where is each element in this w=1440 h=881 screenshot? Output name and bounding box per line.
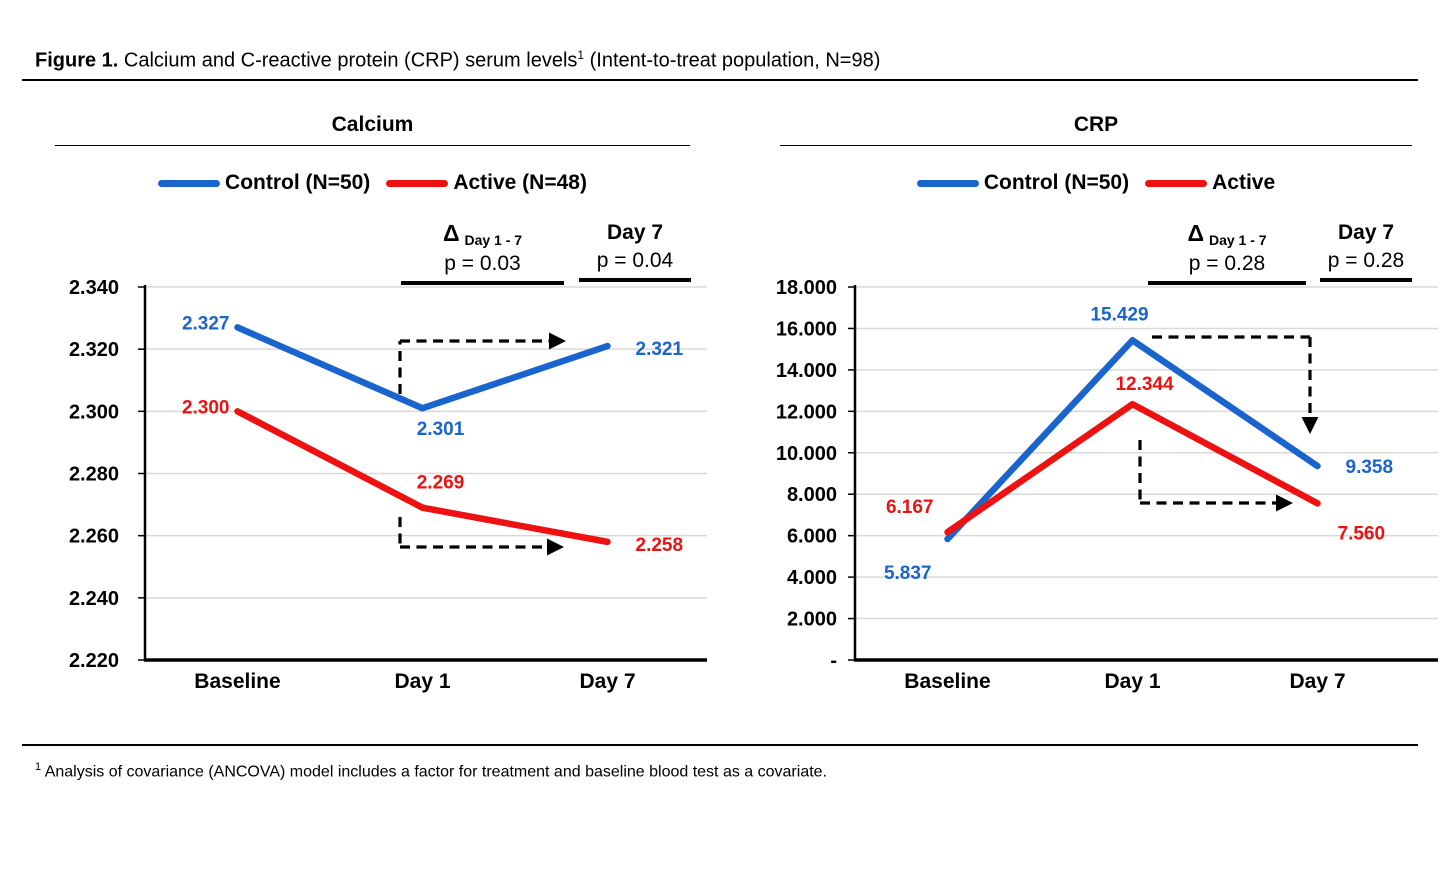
- crp-delta-pvalue: p = 0.28: [1188, 252, 1266, 275]
- data-label-control: 9.358: [1346, 457, 1394, 478]
- crp-day7-heading: Day 7: [1337, 221, 1395, 244]
- y-axis-tick-label: 8.000: [787, 484, 837, 506]
- y-axis-tick-label: 10.000: [776, 443, 837, 465]
- delta-subscript: Day 1 - 7: [1208, 232, 1267, 248]
- y-axis-tick-label: 2.300: [69, 401, 119, 423]
- calcium-day7-annotation: Day 7 p = 0.04: [579, 219, 691, 282]
- calcium-day7-heading: Day 7: [606, 221, 664, 244]
- x-axis-label: Day 7: [1289, 670, 1345, 693]
- legend-label-active: Active: [1212, 171, 1276, 194]
- calcium-delta-heading: Δ Day 1 - 7: [401, 219, 564, 250]
- legend-item-active: Active (N=48): [386, 171, 587, 195]
- crp-delta-annotation: Δ Day 1 - 7 p = 0.28: [1148, 219, 1306, 285]
- y-axis-tick-label: 18.000: [776, 277, 837, 299]
- crp-day7-pvalue: p = 0.28: [1327, 249, 1405, 272]
- y-axis-tick-label: 6.000: [787, 526, 837, 548]
- y-axis-tick-label: -: [830, 650, 837, 672]
- active-line-swatch: [386, 179, 449, 187]
- footnote-text: Analysis of covariance (ANCOVA) model in…: [41, 763, 827, 781]
- crp-panel-title: CRP: [780, 112, 1412, 146]
- series-line-active: [234, 408, 611, 546]
- data-label-active: 2.269: [417, 473, 465, 494]
- calcium-legend: Control (N=50) Active (N=48): [55, 170, 690, 196]
- legend-label-control: Control (N=50): [983, 171, 1130, 194]
- data-label-active: 6.167: [886, 497, 934, 518]
- legend-item-control: Control (N=50): [158, 171, 370, 195]
- footnote: 1 Analysis of covariance (ANCOVA) model …: [35, 756, 827, 783]
- trend-arrowhead: [549, 332, 566, 350]
- figure-title-number: Figure 1.: [35, 49, 119, 72]
- figure-title-tail: (Intent-to-treat population, N=98): [584, 49, 881, 72]
- y-axis-tick-label: 14.000: [776, 360, 837, 382]
- data-label-active: 2.258: [636, 535, 684, 556]
- control-line-swatch: [916, 179, 979, 187]
- top-divider-line: [22, 79, 1418, 81]
- legend-label-control: Control (N=50): [225, 171, 371, 194]
- legend-label-active: Active (N=48): [453, 171, 587, 194]
- calcium-delta-pvalue: p = 0.03: [444, 252, 521, 275]
- delta-symbol: Δ: [1187, 220, 1204, 246]
- y-axis-tick-label: 2.280: [69, 464, 119, 486]
- data-label-control: 2.301: [417, 419, 465, 440]
- x-axis-label: Day 7: [579, 670, 635, 693]
- y-axis-tick-label: 2.340: [69, 277, 119, 299]
- data-label-control: 5.837: [884, 563, 932, 584]
- data-label-active: 2.300: [182, 397, 230, 418]
- y-axis-tick-label: 2.240: [69, 588, 119, 610]
- series-line-control: [944, 337, 1321, 543]
- calcium-day7-pvalue: p = 0.04: [596, 249, 674, 272]
- trend-arrowhead: [1276, 494, 1293, 512]
- y-axis-tick-label: 2.320: [69, 339, 119, 361]
- legend-item-active: Active: [1145, 171, 1275, 195]
- crp-delta-heading: Δ Day 1 - 7: [1148, 219, 1306, 250]
- data-label-active: 7.560: [1338, 523, 1386, 544]
- bottom-divider-line: [22, 744, 1418, 746]
- x-axis-label: Day 1: [394, 670, 450, 693]
- series-line-active: [944, 400, 1321, 536]
- y-axis-tick-label: 16.000: [776, 318, 837, 340]
- x-axis-label: Baseline: [194, 670, 280, 693]
- control-line-swatch: [158, 179, 221, 187]
- crp-chart-canvas: 18.000 16.000 14.000 12.000 10.000 8.000 6.000…: [776, 277, 1438, 693]
- y-axis-tick-label: 12.000: [776, 401, 837, 423]
- trend-arrowhead: [547, 538, 564, 556]
- figure-title-superscript: 1: [577, 48, 585, 62]
- calcium-chart-canvas: 2.340 2.320 2.300 2.280 2.260 2.240 2.220 Basel…: [69, 277, 707, 693]
- data-label-control: 2.321: [636, 339, 684, 360]
- data-label-active: 12.344: [1115, 374, 1174, 395]
- calcium-panel-title: Calcium: [55, 112, 690, 146]
- y-axis-tick-label: 4.000: [787, 567, 837, 589]
- figure-title: Figure 1. Calcium and C-reactive protein…: [35, 42, 880, 74]
- figure-title-text: Calcium and C-reactive protein (CRP) ser…: [118, 49, 578, 72]
- x-axis-label: Day 1: [1104, 670, 1160, 693]
- crp-day7-annotation: Day 7 p = 0.28: [1320, 219, 1412, 282]
- series-line-control: [234, 324, 611, 412]
- legend-item-control: Control (N=50): [916, 171, 1130, 195]
- crp-legend: Control (N=50) Active: [780, 170, 1412, 196]
- y-axis-tick-label: 2.220: [69, 650, 119, 672]
- active-line-swatch: [1145, 179, 1208, 187]
- delta-subscript: Day 1 - 7: [464, 232, 523, 248]
- calcium-delta-annotation: Δ Day 1 - 7 p = 0.03: [401, 219, 564, 285]
- delta-symbol: Δ: [442, 220, 460, 246]
- trend-arrowhead: [1301, 417, 1319, 434]
- x-axis-label: Baseline: [904, 670, 990, 693]
- data-label-control: 15.429: [1090, 304, 1148, 325]
- y-axis-tick-label: 2.260: [69, 526, 119, 548]
- data-label-control: 2.327: [182, 313, 230, 334]
- footnote-superscript: 1: [35, 761, 42, 773]
- y-axis-tick-label: 2.000: [787, 609, 837, 631]
